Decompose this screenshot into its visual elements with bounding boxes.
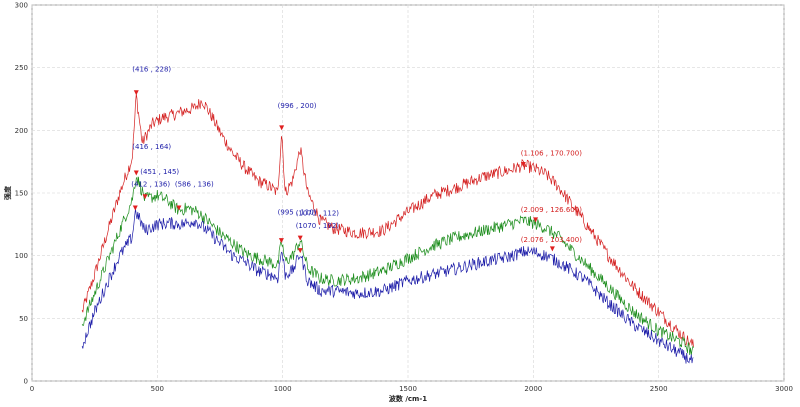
- y-tick-label: 300: [15, 2, 28, 10]
- annotation-layer: (416 , 228) (996 , 200) (416 , 164) (451 , …: [131, 65, 582, 254]
- series-line-blue: [81, 208, 694, 364]
- peak-label: (2.076 , 103.400): [521, 236, 582, 244]
- x-tick-label: 2500: [650, 385, 668, 393]
- series-line-green: [81, 176, 694, 356]
- x-axis-label: 波数 /cm-1: [389, 394, 427, 403]
- peak-label: (586 , 136): [175, 181, 214, 189]
- peak-label: (412 , 136): [131, 181, 170, 189]
- x-tick-label: 1000: [274, 385, 292, 393]
- peak-label: (1070 , 112): [296, 210, 340, 218]
- series-line-red: [81, 93, 694, 348]
- peak-marker: [549, 246, 555, 252]
- peak-marker: [133, 90, 139, 96]
- x-tick-label: 500: [151, 385, 164, 393]
- x-tick-label: 3000: [775, 385, 793, 393]
- peak-label: (1070 , 102): [296, 222, 340, 230]
- peak-label: (1.106 , 170.700): [521, 149, 582, 157]
- y-tick-label: 50: [19, 315, 28, 323]
- peak-label: (416 , 228): [132, 65, 171, 73]
- series-layer: [81, 93, 694, 364]
- peak-marker: [520, 162, 526, 168]
- peak-marker: [279, 125, 285, 131]
- peak-marker: [142, 194, 148, 200]
- y-tick-label: 250: [15, 64, 28, 72]
- peak-label: (2.009 , 126.600): [521, 206, 582, 214]
- y-axis-ticks: 0 50 100 150 200 250 300: [15, 2, 28, 386]
- peak-label: (995 , 110): [278, 208, 317, 216]
- y-tick-label: 200: [15, 127, 28, 135]
- peak-marker: [176, 205, 182, 211]
- y-axis-label: 强度: [3, 185, 12, 200]
- peak-marker: [533, 217, 539, 223]
- peak-marker: [297, 235, 303, 241]
- y-tick-label: 150: [15, 190, 28, 198]
- peak-marker: [278, 238, 284, 244]
- y-tick-label: 100: [15, 252, 28, 260]
- y-tick-label: 0: [24, 378, 28, 386]
- x-tick-label: 2000: [524, 385, 542, 393]
- peak-label: (451 , 145): [140, 168, 179, 176]
- peak-marker: [133, 170, 139, 176]
- peak-marker: [297, 248, 303, 254]
- peak-label: (416 , 164): [132, 143, 171, 151]
- peak-label: (996 , 200): [278, 102, 317, 110]
- x-tick-label: 1500: [399, 385, 417, 393]
- x-axis-ticks: 0 500 1000 1500 2000 2500 3000: [30, 385, 793, 393]
- peak-marker: [132, 205, 138, 211]
- x-tick-label: 0: [30, 385, 34, 393]
